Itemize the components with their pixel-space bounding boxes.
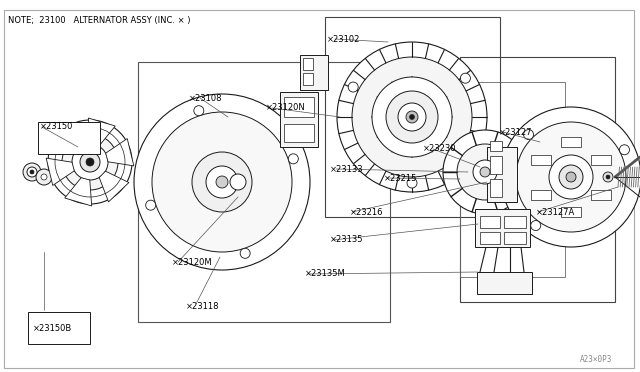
- Polygon shape: [65, 178, 92, 206]
- Circle shape: [407, 178, 417, 188]
- Circle shape: [194, 106, 204, 116]
- Bar: [480, 216, 500, 228]
- Bar: [531, 154, 550, 164]
- Circle shape: [216, 176, 228, 188]
- Circle shape: [62, 134, 118, 190]
- Text: ×23108: ×23108: [189, 94, 222, 103]
- Bar: [504, 232, 526, 244]
- Bar: [475, 209, 530, 247]
- Circle shape: [549, 155, 593, 199]
- Circle shape: [72, 144, 108, 180]
- Text: A23×0P3: A23×0P3: [580, 355, 612, 364]
- Bar: [531, 189, 550, 199]
- Circle shape: [406, 111, 418, 123]
- Circle shape: [27, 167, 37, 177]
- Text: ×23150B: ×23150B: [33, 324, 72, 333]
- Circle shape: [240, 248, 250, 258]
- Bar: [280, 92, 318, 147]
- Bar: [38, 122, 100, 154]
- Bar: [561, 207, 581, 217]
- Circle shape: [457, 144, 513, 200]
- Circle shape: [152, 112, 292, 252]
- Text: ×23150: ×23150: [40, 122, 73, 131]
- Text: NOTE;  23100   ALTERNATOR ASSY (INC. × ): NOTE; 23100 ALTERNATOR ASSY (INC. × ): [8, 16, 191, 25]
- Bar: [303, 73, 313, 85]
- Circle shape: [410, 115, 415, 119]
- Bar: [480, 232, 500, 244]
- Text: ×23215: ×23215: [384, 174, 417, 183]
- Circle shape: [146, 200, 156, 210]
- Bar: [561, 137, 581, 147]
- Circle shape: [603, 172, 613, 182]
- Circle shape: [460, 73, 470, 83]
- Circle shape: [480, 167, 490, 177]
- Text: ×23133: ×23133: [330, 165, 364, 174]
- Circle shape: [606, 175, 610, 179]
- Circle shape: [36, 169, 52, 185]
- Bar: [490, 141, 502, 151]
- Circle shape: [192, 152, 252, 212]
- Circle shape: [352, 57, 472, 177]
- Circle shape: [348, 82, 358, 92]
- Bar: [28, 312, 90, 344]
- Circle shape: [516, 122, 626, 232]
- Circle shape: [134, 94, 310, 270]
- Text: ×23230: ×23230: [422, 144, 456, 153]
- Circle shape: [386, 91, 438, 143]
- Circle shape: [41, 174, 47, 180]
- Circle shape: [559, 165, 583, 189]
- Circle shape: [501, 107, 640, 247]
- Bar: [284, 124, 314, 142]
- Bar: [300, 55, 328, 90]
- Bar: [284, 97, 314, 117]
- Circle shape: [566, 172, 576, 182]
- Polygon shape: [51, 122, 81, 153]
- Text: ×23135M: ×23135M: [305, 269, 346, 278]
- Circle shape: [289, 154, 298, 164]
- Text: ×23118: ×23118: [186, 302, 219, 311]
- Text: ×23120N: ×23120N: [266, 103, 305, 112]
- Polygon shape: [46, 158, 74, 185]
- Polygon shape: [99, 171, 129, 202]
- Circle shape: [30, 170, 34, 174]
- Polygon shape: [106, 138, 134, 166]
- Text: ×23127A: ×23127A: [536, 208, 575, 217]
- Circle shape: [206, 166, 238, 198]
- Bar: [490, 179, 502, 197]
- Bar: [504, 216, 526, 228]
- Circle shape: [620, 145, 630, 155]
- Bar: [490, 156, 502, 174]
- Circle shape: [48, 120, 132, 204]
- Polygon shape: [88, 118, 115, 146]
- Circle shape: [398, 103, 426, 131]
- Text: ×23216: ×23216: [349, 208, 383, 217]
- Circle shape: [524, 129, 534, 140]
- Circle shape: [86, 158, 94, 166]
- Circle shape: [23, 163, 41, 181]
- Circle shape: [443, 130, 527, 214]
- Bar: [303, 58, 313, 70]
- Bar: [591, 154, 611, 164]
- Circle shape: [531, 221, 541, 231]
- Bar: [477, 272, 532, 294]
- Bar: [487, 147, 517, 202]
- Circle shape: [473, 160, 497, 184]
- Circle shape: [337, 42, 487, 192]
- Text: ×23127: ×23127: [499, 128, 532, 137]
- Circle shape: [80, 152, 100, 172]
- Circle shape: [372, 77, 452, 157]
- Text: ×23135: ×23135: [330, 235, 363, 244]
- Text: ×23120M: ×23120M: [172, 258, 212, 267]
- Text: ×23102: ×23102: [326, 35, 360, 44]
- Bar: [591, 189, 611, 199]
- Circle shape: [230, 174, 246, 190]
